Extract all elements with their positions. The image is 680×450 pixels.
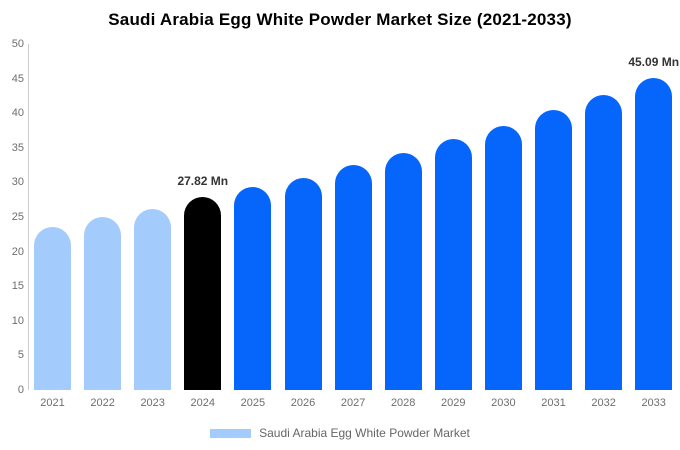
- bar-2030: [484, 125, 522, 390]
- bar-2031: [535, 110, 572, 390]
- chart-title: Saudi Arabia Egg White Powder Market Siz…: [108, 10, 572, 29]
- x-tick-2032: 2032: [591, 397, 616, 409]
- y-tick-40: 40: [11, 107, 24, 120]
- y-axis-line: [28, 44, 29, 390]
- bar-2026: [284, 177, 322, 390]
- bar-2023: [134, 208, 172, 390]
- bar-2033: [635, 77, 673, 390]
- x-tick-2023: 2023: [140, 397, 165, 409]
- x-tick-2024: 2024: [190, 397, 216, 409]
- x-tick-2021: 2021: [40, 397, 65, 409]
- y-tick-25: 25: [11, 211, 24, 223]
- x-tick-2028: 2028: [390, 397, 416, 409]
- bar-2028: [384, 152, 422, 390]
- x-tick-2027: 2027: [340, 397, 366, 409]
- x-tick-2029: 2029: [441, 397, 466, 409]
- x-tick-2031: 2031: [541, 397, 566, 409]
- y-tick-45: 45: [11, 72, 24, 85]
- bar-2032: [585, 95, 623, 390]
- y-tick-0: 0: [17, 384, 24, 396]
- legend: Saudi Arabia Egg White Powder Market: [0, 424, 680, 442]
- bar-2029: [434, 139, 472, 390]
- bar-2022: [84, 217, 122, 390]
- y-tick-5: 5: [17, 349, 24, 362]
- y-tick-50: 50: [11, 38, 24, 50]
- x-tick-2026: 2026: [290, 397, 316, 409]
- bar-2025: [234, 187, 272, 390]
- y-tick-15: 15: [11, 280, 24, 293]
- x-tick-2022: 2022: [90, 397, 115, 409]
- y-tick-35: 35: [11, 141, 24, 154]
- y-tick-20: 20: [11, 245, 24, 258]
- bar-2021: [34, 226, 71, 390]
- x-tick-2025: 2025: [240, 397, 266, 409]
- bar-2024: [184, 197, 222, 390]
- x-tick-2030: 2030: [491, 397, 516, 409]
- x-tick-2033: 2033: [641, 397, 666, 409]
- y-tick-30: 30: [11, 176, 24, 189]
- bar-2027: [334, 165, 372, 390]
- y-tick-10: 10: [11, 314, 24, 327]
- legend-label: Saudi Arabia Egg White Powder Market: [259, 426, 470, 440]
- legend-swatch-icon: [210, 428, 252, 438]
- value-label-2033: 45.09 Mn: [628, 54, 680, 69]
- value-label-2024: 27.82 Mn: [177, 174, 229, 189]
